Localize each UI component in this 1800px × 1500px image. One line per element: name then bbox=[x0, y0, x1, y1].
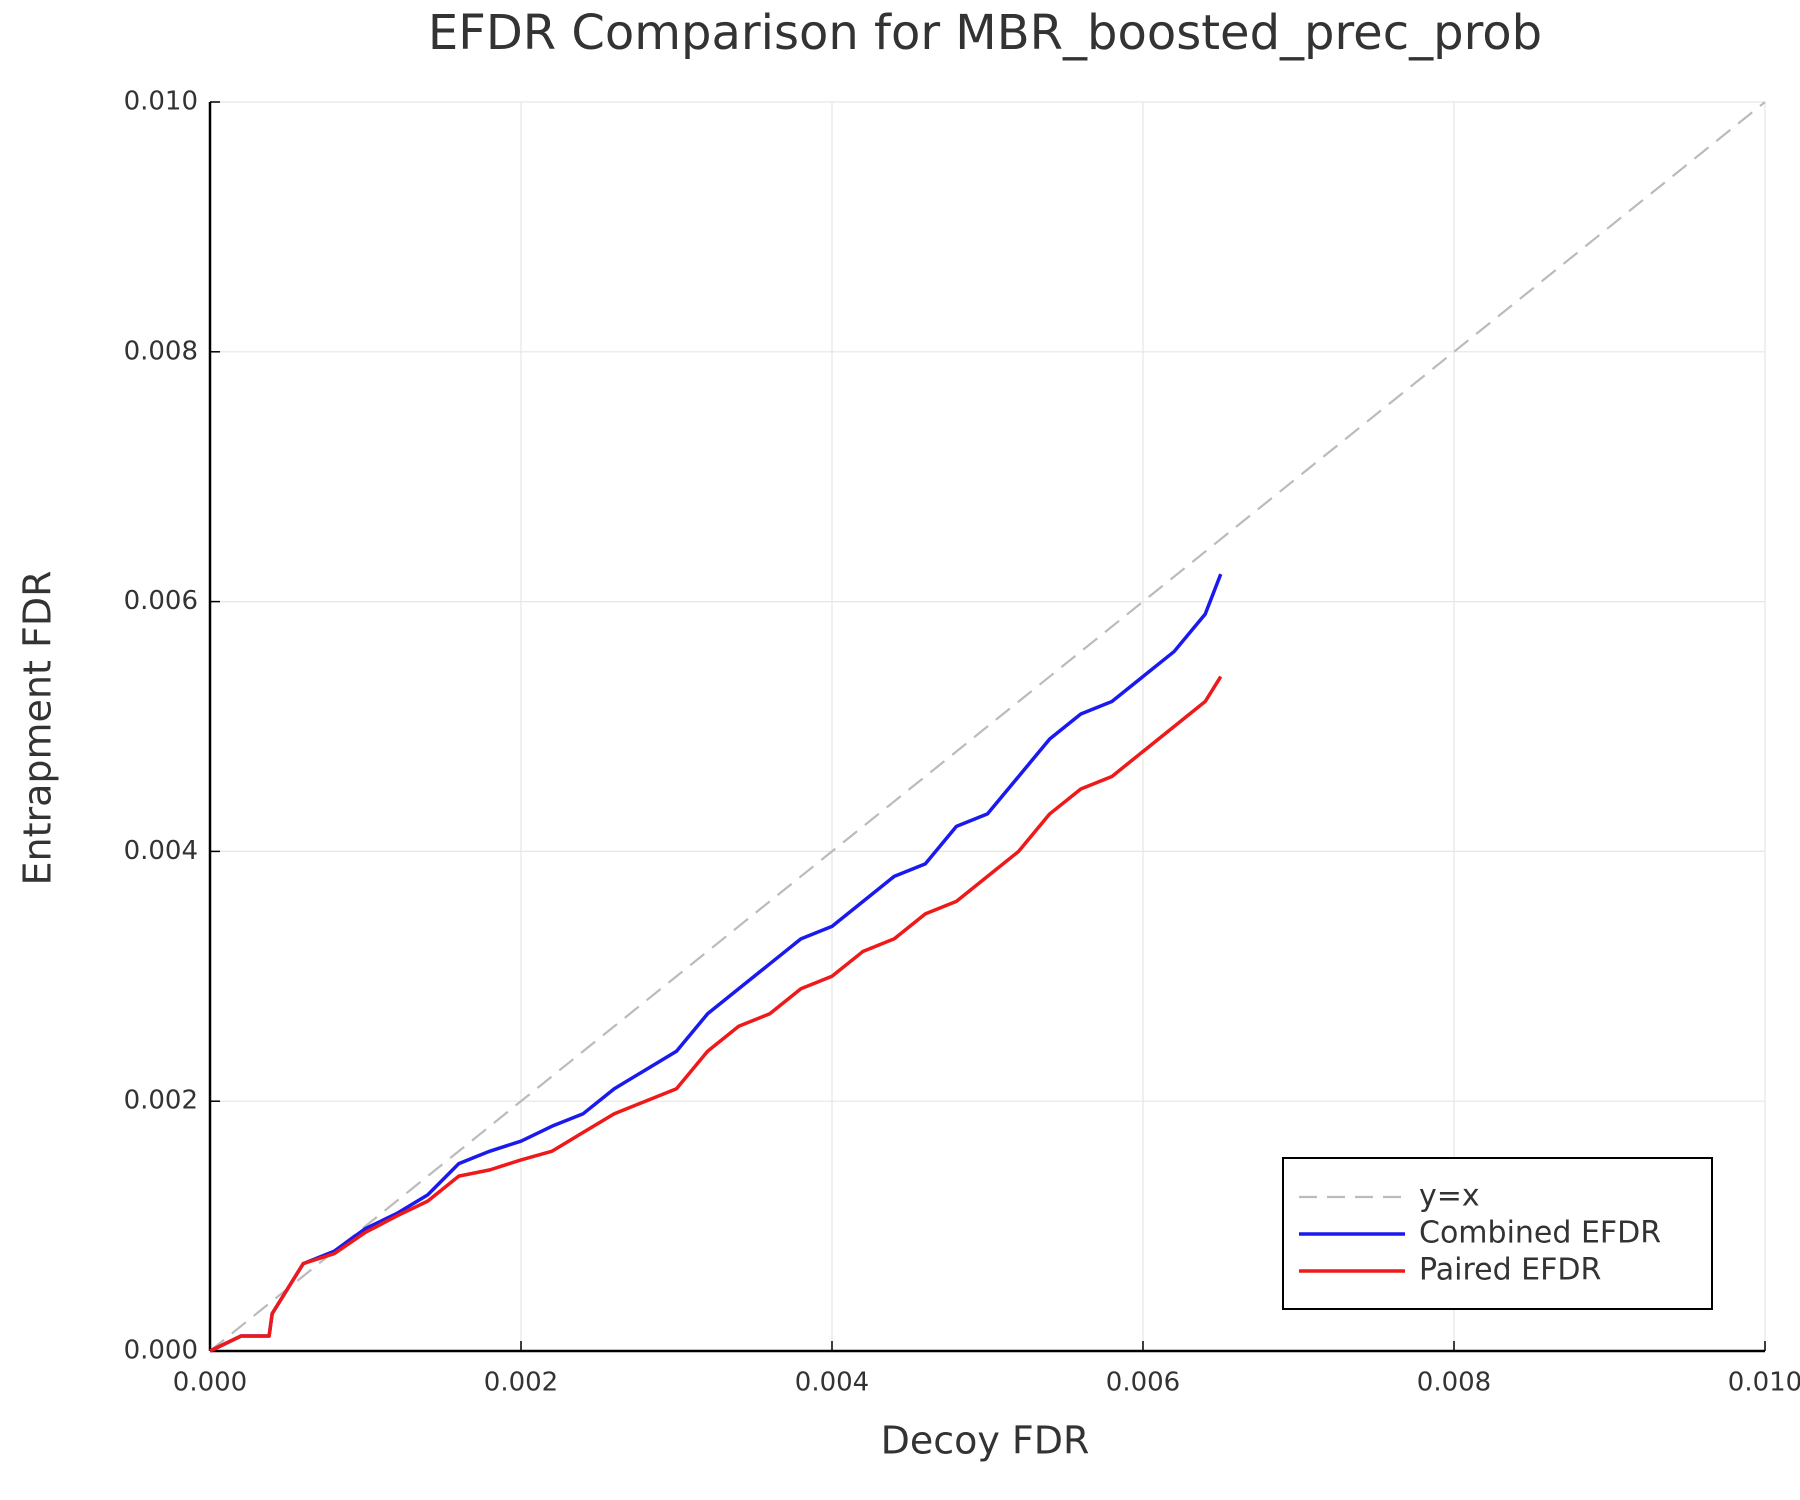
y-tick-label: 0.008 bbox=[124, 336, 198, 366]
y-tick-label: 0.004 bbox=[124, 836, 198, 866]
series-line bbox=[209, 675, 1223, 1353]
chart-title: EFDR Comparison for MBR_boosted_prec_pro… bbox=[428, 5, 1542, 61]
y-tick-label: 0.006 bbox=[124, 586, 198, 616]
x-tick-label: 0.004 bbox=[795, 1368, 869, 1398]
x-axis-label: Decoy FDR bbox=[881, 1419, 1090, 1463]
x-tick-label: 0.000 bbox=[173, 1368, 247, 1398]
legend-label: y=x bbox=[1419, 1179, 1480, 1214]
y-tick-label: 0.002 bbox=[124, 1086, 198, 1116]
y-axis-label: Entrapment FDR bbox=[16, 570, 60, 885]
legend-label: Combined EFDR bbox=[1419, 1216, 1661, 1251]
y-tick-label: 0.000 bbox=[124, 1336, 198, 1366]
series-line bbox=[209, 573, 1223, 1353]
x-tick-label: 0.008 bbox=[1417, 1368, 1491, 1398]
legend-label: Paired EFDR bbox=[1419, 1253, 1601, 1288]
y-tick-label: 0.010 bbox=[124, 87, 198, 117]
series-line bbox=[209, 101, 1766, 1352]
x-tick-label: 0.006 bbox=[1106, 1368, 1180, 1398]
x-tick-label: 0.002 bbox=[484, 1368, 558, 1398]
x-tick-label: 0.010 bbox=[1728, 1368, 1800, 1398]
